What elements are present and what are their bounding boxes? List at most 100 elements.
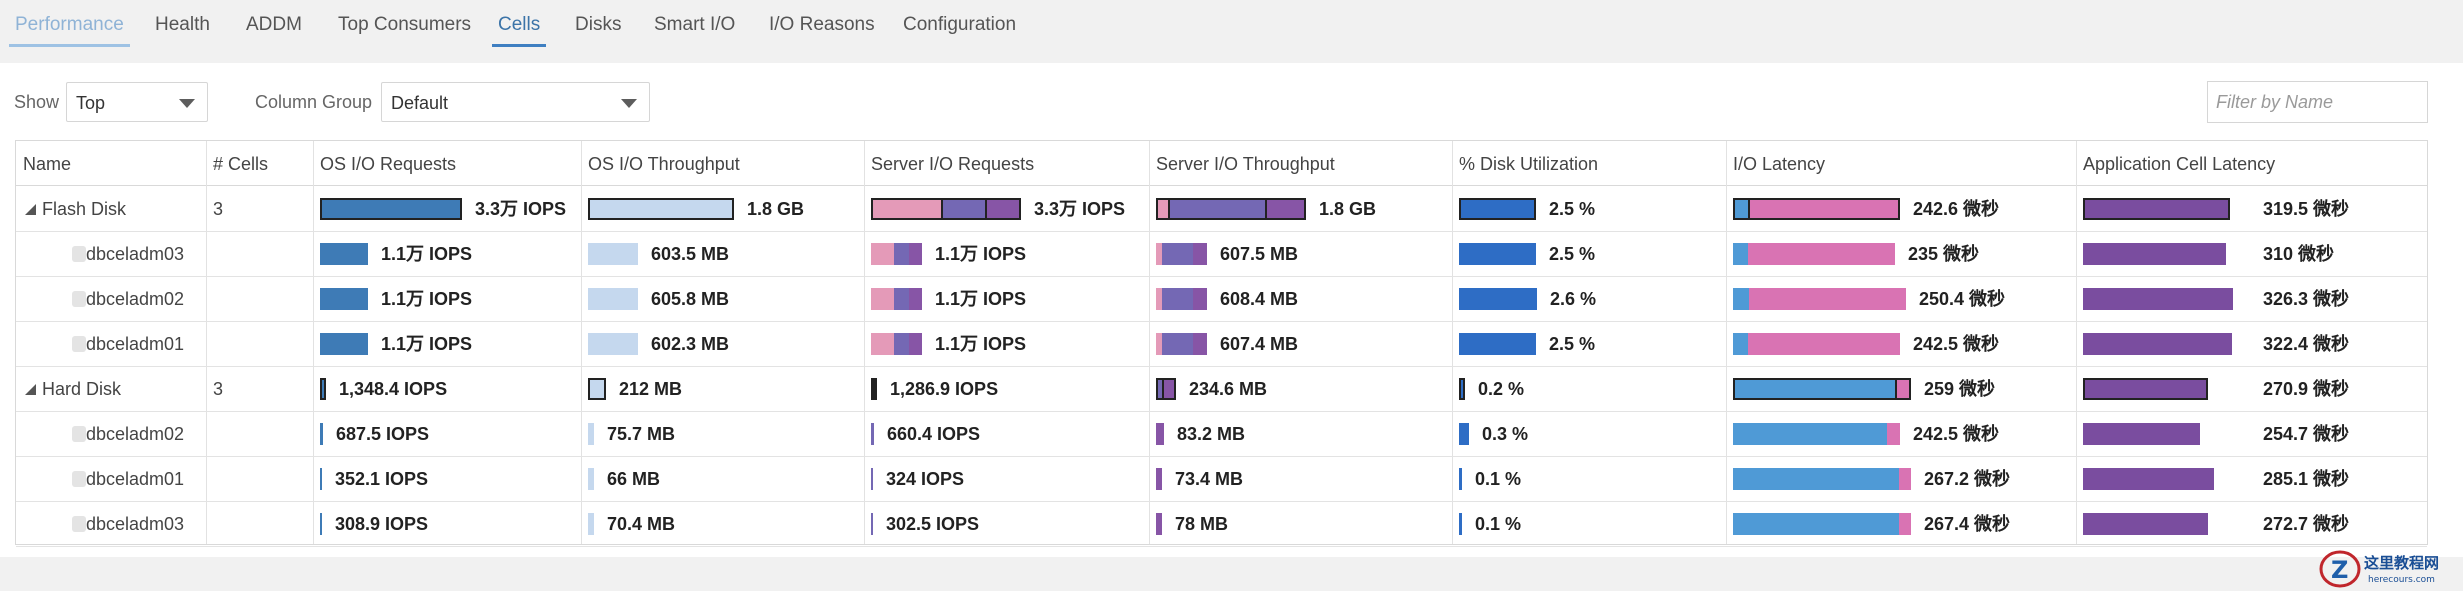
redacted-name-prefix bbox=[72, 246, 86, 262]
show-select[interactable]: Top bbox=[66, 82, 208, 122]
metric-bar bbox=[2083, 288, 2233, 310]
metric-cell-os-req: 3.3万 IOPS bbox=[313, 187, 581, 231]
metric-cell-srv-req: 1,286.9 IOPS bbox=[864, 367, 1149, 411]
chevron-down-icon bbox=[621, 99, 637, 108]
metric-value: 242.6 微秒 bbox=[1913, 199, 2000, 219]
metric-bar bbox=[588, 513, 594, 535]
metric-bar-segment bbox=[873, 200, 944, 218]
metric-cell-disk: 2.6 % bbox=[1452, 277, 1726, 321]
metric-cell-srv-thr: 83.2 MB bbox=[1149, 412, 1452, 456]
metric-cell-os-thr: 75.7 MB bbox=[581, 412, 864, 456]
column-header-server-i-o-requests[interactable]: Server I/O Requests bbox=[871, 154, 1035, 174]
metric-value: 605.8 MB bbox=[651, 289, 730, 309]
metric-value: 324 IOPS bbox=[886, 469, 965, 489]
metric-bar bbox=[1459, 423, 1469, 445]
tab-top-consumers[interactable]: Top Consumers bbox=[338, 0, 471, 49]
metric-bar-segment bbox=[1898, 513, 1911, 535]
metric-cell-srv-req: 1.1万 IOPS bbox=[864, 322, 1149, 366]
tab-disks[interactable]: Disks bbox=[575, 0, 621, 49]
tab-configuration[interactable]: Configuration bbox=[903, 0, 1016, 49]
metric-bar bbox=[1156, 288, 1207, 310]
tab-performance: Performance bbox=[9, 0, 130, 49]
column-header-name[interactable]: Name bbox=[23, 154, 72, 174]
tab-addm[interactable]: ADDM bbox=[246, 0, 302, 49]
table-row[interactable]: dbceladm03 308.9 IOPS 70.4 MB 302.5 IOPS 78 … bbox=[16, 502, 2427, 547]
metric-cell-app: 254.7 微秒 bbox=[2076, 412, 2429, 456]
metric-cell-lat: 235 微秒 bbox=[1726, 232, 2076, 276]
metric-bar bbox=[1156, 468, 1162, 490]
metric-cell-app: 310 微秒 bbox=[2076, 232, 2429, 276]
metric-value: 3.3万 IOPS bbox=[475, 199, 567, 219]
table-row-group[interactable]: Hard Disk 3 1,348.4 IOPS 212 MB 1,286.9 IOPS… bbox=[16, 367, 2427, 412]
tab-underline bbox=[9, 44, 130, 47]
column-header-os-i-o-throughput[interactable]: OS I/O Throughput bbox=[588, 154, 740, 174]
svg-text:这里教程网: 这里教程网 bbox=[2364, 554, 2439, 572]
metric-cell-disk: 2.5 % bbox=[1452, 232, 1726, 276]
metric-value: 73.4 MB bbox=[1175, 469, 1244, 489]
metric-bar-segment bbox=[909, 243, 922, 265]
metric-cell-os-thr: 66 MB bbox=[581, 457, 864, 501]
cell-count: 3 bbox=[213, 199, 224, 219]
collapse-triangle-icon[interactable] bbox=[25, 384, 36, 395]
table-row[interactable]: dbceladm02 687.5 IOPS 75.7 MB 660.4 IOPS 83.… bbox=[16, 412, 2427, 457]
column-header-disk-utilization[interactable]: % Disk Utilization bbox=[1459, 154, 1599, 174]
tab-smart-i-o[interactable]: Smart I/O bbox=[654, 0, 735, 49]
metric-value: 267.2 微秒 bbox=[1924, 469, 2011, 489]
metric-value: 302.5 IOPS bbox=[886, 514, 980, 534]
metric-cell-srv-thr: 78 MB bbox=[1149, 502, 1452, 546]
metric-value: 352.1 IOPS bbox=[335, 469, 429, 489]
metric-value: 272.7 微秒 bbox=[2263, 514, 2350, 534]
metric-value: 1.1万 IOPS bbox=[935, 289, 1027, 309]
cells-panel: Show Top Column Group Default Name # Cell… bbox=[0, 63, 2463, 557]
tab-i-o-reasons[interactable]: I/O Reasons bbox=[769, 0, 875, 49]
metric-value: 326.3 微秒 bbox=[2263, 289, 2350, 309]
metric-bar bbox=[1156, 243, 1207, 265]
metric-cell-os-req: 1.1万 IOPS bbox=[313, 232, 581, 276]
table-row[interactable]: dbceladm02 1.1万 IOPS 605.8 MB 1.1万 IOPS 608.… bbox=[16, 277, 2427, 322]
column-header-cells[interactable]: # Cells bbox=[213, 154, 269, 174]
column-header-server-i-o-throughput[interactable]: Server I/O Throughput bbox=[1156, 154, 1335, 174]
svg-text:herecours.com: herecours.com bbox=[2368, 575, 2435, 585]
metric-bar bbox=[588, 333, 638, 355]
metric-bar-segment bbox=[1162, 243, 1193, 265]
table-row[interactable]: dbceladm03 1.1万 IOPS 603.5 MB 1.1万 IOPS 607.… bbox=[16, 232, 2427, 277]
column-divider bbox=[1726, 141, 1727, 544]
filter-by-name-input[interactable] bbox=[2207, 81, 2428, 123]
table-row[interactable]: dbceladm01 1.1万 IOPS 602.3 MB 1.1万 IOPS 607.… bbox=[16, 322, 2427, 367]
metric-bar-segment bbox=[1747, 243, 1895, 265]
metric-bar bbox=[1733, 243, 1895, 265]
metric-cell-disk: 0.2 % bbox=[1452, 367, 1726, 411]
metric-cell-os-thr: 70.4 MB bbox=[581, 502, 864, 546]
column-header-application-cell-latency[interactable]: Application Cell Latency bbox=[2083, 154, 2276, 174]
metric-bar bbox=[2083, 468, 2214, 490]
metric-bar-segment bbox=[1192, 288, 1207, 310]
column-group-select[interactable]: Default bbox=[381, 82, 650, 122]
metric-bar bbox=[2083, 333, 2232, 355]
collapse-triangle-icon[interactable] bbox=[25, 204, 36, 215]
tab-label: I/O Reasons bbox=[769, 14, 875, 35]
metric-bar-segment bbox=[871, 288, 894, 310]
metric-bar bbox=[871, 288, 922, 310]
column-divider bbox=[581, 141, 582, 544]
column-header-os-i-o-requests[interactable]: OS I/O Requests bbox=[320, 154, 457, 174]
metric-value: 234.6 MB bbox=[1189, 379, 1268, 399]
metric-bar bbox=[2083, 513, 2208, 535]
metric-cell-srv-req: 1.1万 IOPS bbox=[864, 232, 1149, 276]
metric-value: 1.1万 IOPS bbox=[935, 334, 1027, 354]
table-row-group[interactable]: Flash Disk 3 3.3万 IOPS 1.8 GB 3.3万 IOPS 1.8 G… bbox=[16, 187, 2427, 232]
metric-bar-segment bbox=[1896, 380, 1909, 398]
metric-cell-lat: 242.5 微秒 bbox=[1726, 412, 2076, 456]
metric-value: 70.4 MB bbox=[607, 514, 676, 534]
metric-cell-app: 270.9 微秒 bbox=[2076, 367, 2429, 411]
table-row[interactable]: dbceladm01 352.1 IOPS 66 MB 324 IOPS 73.4 MB… bbox=[16, 457, 2427, 502]
row-name: Hard Disk bbox=[42, 379, 122, 399]
tab-health[interactable]: Health bbox=[155, 0, 210, 49]
metric-bar-segment bbox=[1156, 513, 1162, 535]
metric-cell-os-thr: 605.8 MB bbox=[581, 277, 864, 321]
row-name: Flash Disk bbox=[42, 199, 127, 219]
column-header-i-o-latency[interactable]: I/O Latency bbox=[1733, 154, 1826, 174]
row-name: dbceladm01 bbox=[86, 469, 185, 489]
tab-cells[interactable]: Cells bbox=[492, 0, 547, 49]
metric-bar bbox=[320, 198, 462, 220]
metric-value: 2.6 % bbox=[1550, 289, 1597, 309]
